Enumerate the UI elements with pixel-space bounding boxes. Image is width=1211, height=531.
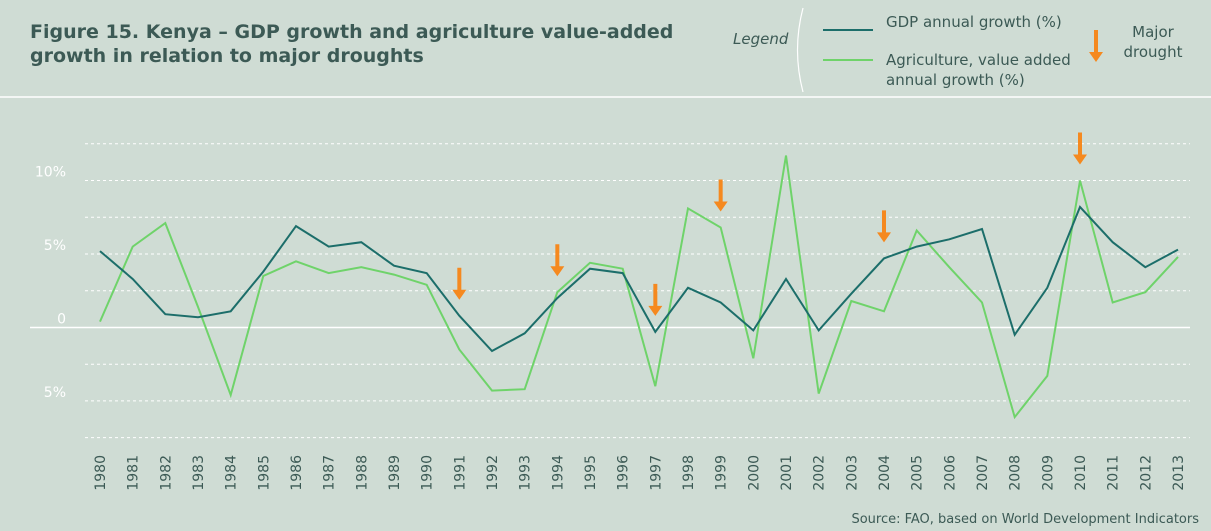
legend-label: GDP annual growth (%) <box>886 13 1062 31</box>
drought-arrow <box>713 179 728 212</box>
y-tick-label: 10% <box>35 165 66 181</box>
x-tick-label: 2013 <box>1171 455 1187 491</box>
x-tick-label: 1989 <box>387 455 403 491</box>
x-tick-label: 1985 <box>256 455 272 491</box>
x-tick-label: 1984 <box>224 455 240 491</box>
y-tick-label: 5% <box>44 238 66 254</box>
legend-label: Major drought <box>1123 23 1183 61</box>
x-tick-label: 1994 <box>550 455 566 491</box>
drought-arrow <box>550 244 565 277</box>
x-tick-label: 2000 <box>746 455 762 491</box>
x-tick-label: 2009 <box>1040 455 1056 491</box>
x-tick-label: 2007 <box>975 455 991 491</box>
x-tick-label: 1999 <box>714 455 730 491</box>
x-tick-label: 2008 <box>1008 455 1024 491</box>
x-tick-label: 2002 <box>812 455 828 491</box>
chart-title: Figure 15. Kenya – GDP growth and agricu… <box>30 21 674 67</box>
x-tick-label: 1990 <box>420 455 436 491</box>
legend-title: Legend <box>733 30 789 48</box>
x-tick-label: 1980 <box>93 455 109 491</box>
drought-arrow <box>648 283 663 316</box>
legend-divider <box>796 7 804 93</box>
x-tick-label: 1993 <box>518 455 534 491</box>
x-tick-label: 1983 <box>191 455 207 491</box>
x-tick-label: 1996 <box>616 455 632 491</box>
drought-arrow <box>1073 132 1087 165</box>
x-tick-label: 2010 <box>1073 455 1089 491</box>
x-tick-label: 2006 <box>942 455 958 491</box>
x-tick-label: 1997 <box>648 455 664 491</box>
series-line <box>99 155 1179 420</box>
source: Source: FAO, based on World Development … <box>851 512 1199 527</box>
x-tick-label: 1995 <box>583 455 599 491</box>
drought-arrow <box>452 267 467 300</box>
x-tick-label: 2005 <box>910 455 926 491</box>
y-tick-label: 0 <box>57 311 66 327</box>
drought-arrow <box>877 210 891 243</box>
legend-arrow <box>1089 30 1103 62</box>
legend-label: Agriculture, value added annual growth (… <box>886 51 1071 89</box>
x-tick-label: 1988 <box>354 455 370 491</box>
x-tick-label: 2004 <box>877 455 893 491</box>
x-tick-label: 1987 <box>322 455 338 491</box>
x-tick-label: 2001 <box>779 455 795 491</box>
x-tick-label: 2012 <box>1138 455 1154 491</box>
x-tick-label: 2011 <box>1106 455 1122 491</box>
x-tick-label: 1991 <box>452 455 468 491</box>
x-tick-label: 1986 <box>289 455 305 491</box>
x-tick-label: 1992 <box>485 455 501 491</box>
x-tick-label: 1981 <box>126 455 142 491</box>
y-tick-label: 5% <box>44 385 66 401</box>
x-tick-label: 1998 <box>681 455 697 491</box>
x-tick-label: 2003 <box>844 455 860 491</box>
legend-arrow <box>1089 30 1103 62</box>
series-line <box>99 205 1179 353</box>
x-tick-label: 1982 <box>158 455 174 491</box>
